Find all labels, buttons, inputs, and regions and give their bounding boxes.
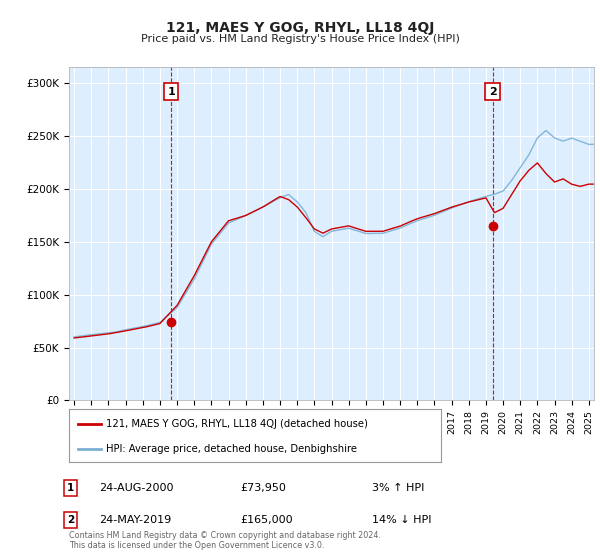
Text: Price paid vs. HM Land Registry's House Price Index (HPI): Price paid vs. HM Land Registry's House … (140, 34, 460, 44)
Text: HPI: Average price, detached house, Denbighshire: HPI: Average price, detached house, Denb… (106, 444, 357, 454)
Text: 121, MAES Y GOG, RHYL, LL18 4QJ (detached house): 121, MAES Y GOG, RHYL, LL18 4QJ (detache… (106, 419, 368, 429)
Text: 121, MAES Y GOG, RHYL, LL18 4QJ: 121, MAES Y GOG, RHYL, LL18 4QJ (166, 21, 434, 35)
Text: 14% ↓ HPI: 14% ↓ HPI (372, 515, 431, 525)
Text: Contains HM Land Registry data © Crown copyright and database right 2024.
This d: Contains HM Land Registry data © Crown c… (69, 530, 381, 550)
Text: 2: 2 (489, 87, 496, 96)
Text: 3% ↑ HPI: 3% ↑ HPI (372, 483, 424, 493)
Text: 1: 1 (67, 483, 74, 493)
Text: 24-MAY-2019: 24-MAY-2019 (99, 515, 171, 525)
Text: 24-AUG-2000: 24-AUG-2000 (99, 483, 173, 493)
Text: £165,000: £165,000 (240, 515, 293, 525)
Text: 1: 1 (167, 87, 175, 96)
Text: £73,950: £73,950 (240, 483, 286, 493)
Text: 2: 2 (67, 515, 74, 525)
